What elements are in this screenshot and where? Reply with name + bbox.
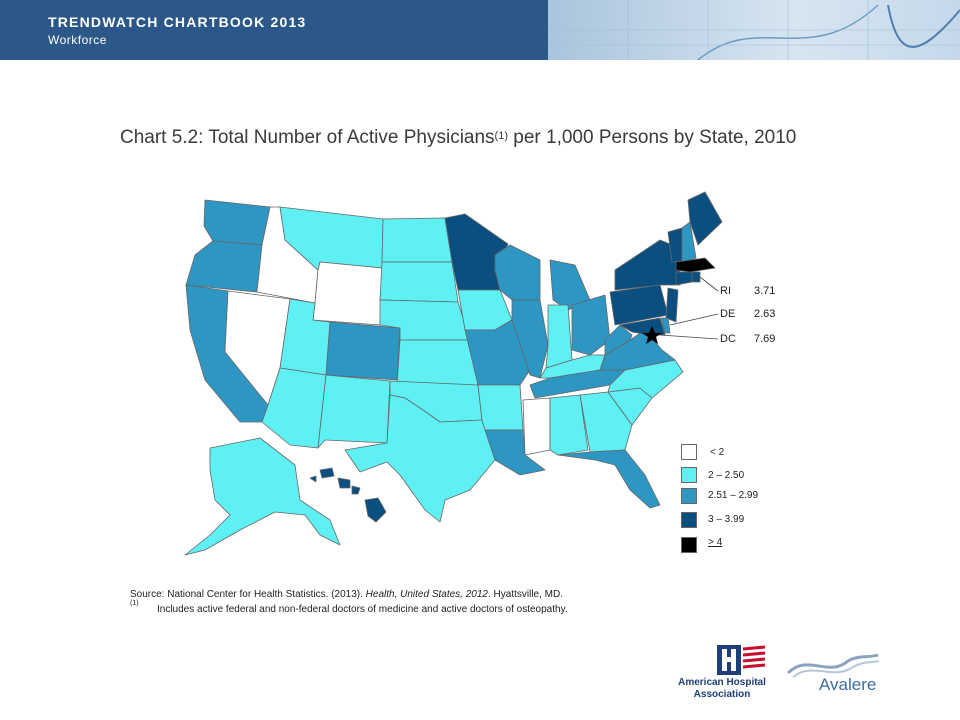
state-MS (522, 397, 551, 456)
chart-title-footnote-mark: (1) (494, 130, 508, 142)
inset-state: RI (720, 285, 731, 297)
source-suffix: . Hyattsville, MD. (487, 589, 563, 600)
legend-label: 3 – 3.99 (708, 514, 745, 525)
state-OR (185, 240, 263, 293)
legend-label: 2.51 – 2.99 (708, 490, 759, 501)
avalere-logo: Avalere (783, 653, 883, 698)
state-AK (184, 437, 341, 556)
state-OH (571, 294, 611, 356)
inset-label-de: DE 2.63 (720, 308, 775, 320)
state-NM (317, 374, 391, 449)
inset-label-ri: RI 3.71 (720, 285, 775, 297)
header-subtitle: Workforce (48, 33, 107, 47)
state-DE (660, 317, 671, 334)
state-GA (579, 391, 633, 453)
aha-name-line2: Association (693, 689, 751, 700)
chart-title-main: Chart 5.2: Total Number of Active Physic… (120, 127, 495, 148)
chart-title: Chart 5.2: Total Number of Active Physic… (120, 127, 880, 149)
legend-swatch (681, 444, 697, 460)
state-WI (494, 244, 541, 301)
state-IN (545, 304, 573, 369)
state-RI (691, 271, 701, 283)
aha-logo: American Hospital Association (677, 643, 767, 703)
inset-value: 2.63 (754, 308, 776, 320)
state-ME (687, 191, 723, 246)
legend-label: > 4 (708, 537, 723, 548)
inset-state: DC (720, 333, 736, 345)
state-CT (675, 271, 693, 286)
header-wave-graphic (548, 0, 960, 60)
state-TX (344, 394, 496, 523)
aha-logo-mark-icon (717, 645, 766, 675)
state-SD (379, 261, 459, 303)
state-LA (484, 429, 546, 476)
ri-leader-line (699, 276, 719, 292)
state-HI (309, 467, 387, 523)
avalere-wave-icon (786, 653, 880, 678)
state-MA (675, 257, 716, 273)
header-dark-panel (0, 0, 548, 60)
footnote-mark: (1) (130, 600, 139, 607)
avalere-name: Avalere (819, 675, 877, 694)
footnote-text: Includes active federal and non-federal … (157, 604, 568, 615)
inset-value: 3.71 (754, 285, 776, 297)
state-NH (681, 221, 697, 263)
legend-swatch (681, 512, 697, 528)
inset-state: DE (720, 308, 736, 320)
legend-swatch (681, 537, 697, 553)
state-FL (557, 449, 661, 509)
state-NJ (665, 287, 679, 323)
source-text: Source: National Center for Health Stati… (130, 589, 563, 600)
state-CO (325, 321, 401, 381)
legend-label: 2 – 2.50 (708, 470, 745, 481)
header-decoration (548, 0, 960, 60)
state-ND (381, 217, 453, 263)
header-bar: TRENDWATCH CHARTBOOK 2013 Workforce (0, 0, 960, 60)
de-leader-line (669, 313, 719, 326)
state-IA (457, 289, 513, 331)
state-AR (477, 384, 524, 431)
state-WA (203, 199, 271, 246)
state-NY (614, 239, 681, 291)
legend-swatch (681, 467, 697, 483)
legend-swatch (681, 488, 697, 504)
state-KS (396, 339, 479, 386)
source-title: Health, United States, 2012 (365, 589, 488, 600)
state-WY (312, 261, 383, 326)
aha-name-line1: American Hospital (678, 677, 766, 688)
inset-label-dc: DC 7.69 (720, 333, 775, 345)
legend-label: < 2 (710, 447, 725, 458)
dc-star-icon (642, 326, 662, 344)
dc-leader-line (659, 334, 719, 340)
inset-value: 7.69 (754, 333, 776, 345)
source-prefix: Source: National Center for Health Stati… (130, 589, 366, 600)
state-AL (549, 394, 589, 456)
header-title: TRENDWATCH CHARTBOOK 2013 (48, 14, 307, 30)
chart-title-rest: per 1,000 Persons by State, 2010 (508, 127, 797, 148)
state-WV (604, 324, 633, 356)
